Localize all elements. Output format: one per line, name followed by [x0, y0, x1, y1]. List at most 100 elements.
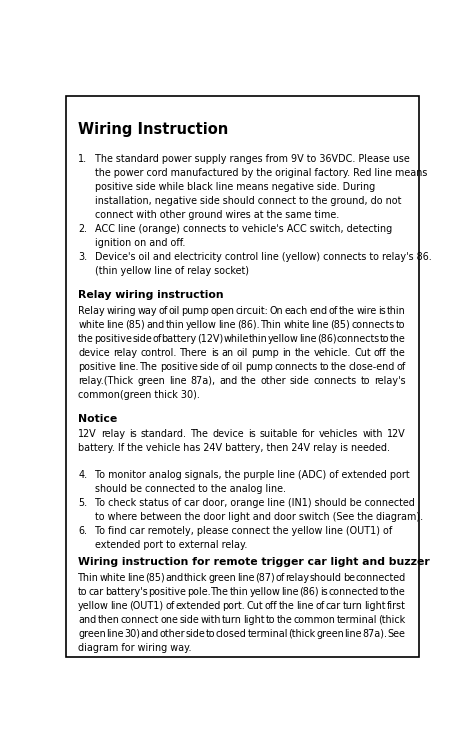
Text: the: the [390, 348, 405, 358]
Text: Wiring Instruction: Wiring Instruction [78, 122, 228, 137]
Text: line: line [111, 600, 128, 611]
Text: There: There [180, 348, 208, 358]
Text: is: is [248, 429, 255, 440]
Text: common(green thick 30).: common(green thick 30). [78, 390, 200, 400]
Text: oil: oil [232, 362, 243, 372]
Text: control.: control. [140, 348, 177, 358]
Text: of: of [221, 362, 230, 372]
Text: Relay: Relay [78, 305, 105, 316]
Text: The: The [191, 429, 209, 440]
Text: to: to [206, 629, 216, 638]
Text: is: is [129, 429, 137, 440]
Text: of: of [158, 305, 167, 316]
Text: 1.: 1. [78, 153, 88, 163]
Text: is: is [210, 348, 219, 358]
Text: wiring: wiring [106, 305, 136, 316]
Text: (85): (85) [125, 320, 145, 329]
Text: to: to [266, 615, 275, 625]
Text: Thin: Thin [78, 573, 99, 583]
Text: 2.: 2. [78, 224, 87, 234]
Text: connect: connect [121, 615, 159, 625]
Text: line: line [281, 586, 298, 597]
Text: (86): (86) [317, 334, 336, 343]
Text: side: side [186, 629, 205, 638]
Text: turn: turn [342, 600, 362, 611]
Text: 12V: 12V [387, 429, 405, 440]
Text: thin: thin [387, 305, 405, 316]
Text: the: the [279, 600, 295, 611]
Text: (thin yellow line of relay socket): (thin yellow line of relay socket) [95, 266, 249, 276]
Text: off: off [265, 600, 278, 611]
Text: and: and [165, 573, 184, 583]
Text: connects: connects [351, 320, 394, 329]
Text: with: with [362, 429, 383, 440]
Text: close-end: close-end [348, 362, 394, 372]
Text: green: green [78, 629, 106, 638]
Text: yellow: yellow [78, 600, 109, 611]
Text: (thick: (thick [378, 615, 405, 625]
Text: yellow: yellow [249, 586, 280, 597]
Text: is: is [378, 305, 385, 316]
Text: for: for [302, 429, 315, 440]
Text: connects: connects [336, 334, 380, 343]
Text: in: in [282, 348, 291, 358]
Text: while: while [223, 334, 249, 343]
Text: (OUT1): (OUT1) [130, 600, 164, 611]
Text: connected: connected [328, 586, 378, 597]
Text: car: car [88, 586, 104, 597]
Text: positive: positive [94, 334, 132, 343]
Text: (86).: (86). [237, 320, 260, 329]
Text: green: green [208, 573, 236, 583]
Text: to: to [379, 586, 389, 597]
Text: green: green [316, 629, 344, 638]
Text: then: then [97, 615, 120, 625]
Text: device: device [212, 429, 244, 440]
Text: pole.: pole. [187, 586, 210, 597]
Text: circuit:: circuit: [236, 305, 269, 316]
Text: line: line [296, 600, 314, 611]
Text: line: line [311, 320, 329, 329]
Text: The: The [211, 586, 229, 597]
Text: each: each [285, 305, 308, 316]
Text: 5.: 5. [78, 498, 88, 508]
Text: thin: thin [249, 334, 268, 343]
Text: positive: positive [78, 362, 116, 372]
Text: positive side while black line means negative side. During: positive side while black line means neg… [95, 182, 375, 191]
Text: The: The [140, 362, 158, 372]
Text: line: line [344, 629, 362, 638]
Text: to: to [380, 334, 390, 343]
Text: pump: pump [181, 305, 209, 316]
Text: be: be [342, 573, 355, 583]
Text: to: to [396, 320, 405, 329]
Text: oil: oil [237, 348, 248, 358]
Text: line: line [237, 573, 254, 583]
Text: extended: extended [175, 600, 221, 611]
Text: to: to [319, 362, 329, 372]
Text: other: other [261, 375, 286, 386]
Text: relay.(Thick: relay.(Thick [78, 375, 133, 386]
Text: first: first [386, 600, 405, 611]
Text: battery. If the vehicle has 24V battery, then 24V relay is needed.: battery. If the vehicle has 24V battery,… [78, 443, 390, 454]
Text: to where between the door light and door switch (See the diagram).: to where between the door light and door… [95, 513, 423, 522]
Text: (85): (85) [145, 573, 165, 583]
Text: suitable: suitable [260, 429, 298, 440]
Text: light: light [364, 600, 385, 611]
Text: (87): (87) [255, 573, 275, 583]
Text: connects: connects [274, 362, 317, 372]
Text: thin: thin [166, 320, 184, 329]
Text: vehicles: vehicles [319, 429, 359, 440]
Text: (thick: (thick [288, 629, 315, 638]
Text: See: See [388, 629, 405, 638]
Text: standard.: standard. [140, 429, 187, 440]
Text: diagram for wiring way.: diagram for wiring way. [78, 643, 192, 653]
Text: relay: relay [101, 429, 125, 440]
Text: line: line [106, 320, 123, 329]
Text: battery's: battery's [105, 586, 148, 597]
Text: Relay wiring instruction: Relay wiring instruction [78, 291, 224, 300]
Text: common: common [294, 615, 335, 625]
Text: positive: positive [160, 362, 198, 372]
Text: the: the [390, 586, 405, 597]
Text: Notice: Notice [78, 414, 117, 424]
Text: line: line [218, 320, 236, 329]
Text: to: to [78, 586, 88, 597]
